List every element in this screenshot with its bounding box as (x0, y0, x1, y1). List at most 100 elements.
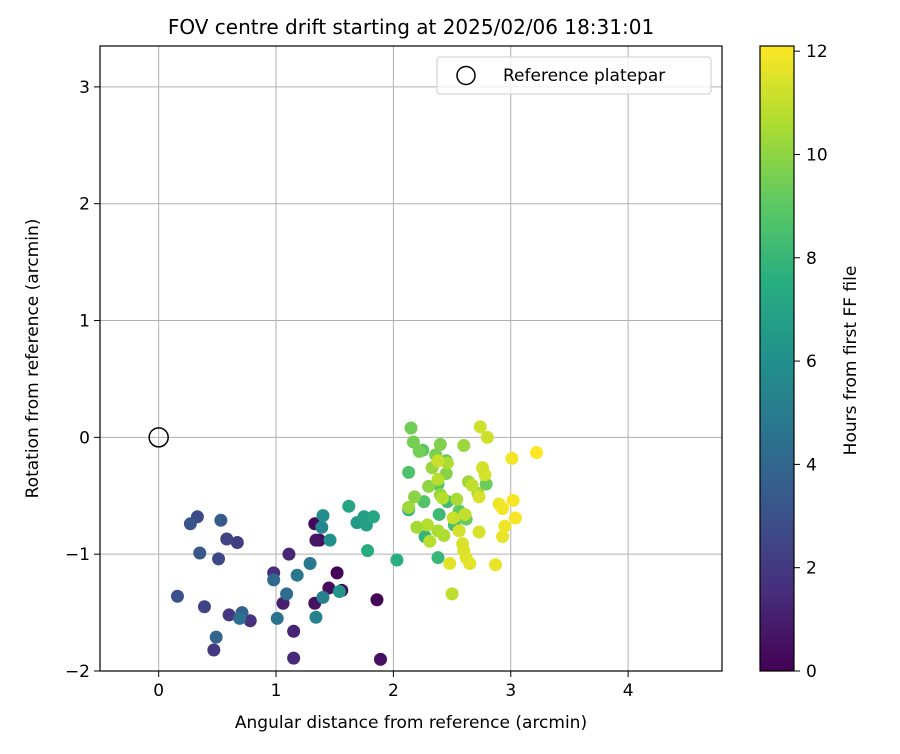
data-point-17 (230, 535, 244, 549)
y-tick-label-5: 3 (79, 78, 90, 98)
colorbar-gradient (759, 45, 795, 672)
data-point-82 (445, 587, 459, 601)
data-point-96 (443, 557, 457, 571)
data-point-65 (433, 437, 447, 451)
data-point-25 (214, 513, 228, 527)
colorbar-tick-label-2: 4 (806, 455, 817, 475)
x-tick-label-0: 0 (153, 681, 164, 701)
data-point-16 (207, 643, 221, 657)
data-point-20 (212, 552, 226, 566)
data-point-46 (390, 553, 404, 567)
data-point-32 (290, 568, 304, 582)
y-tick-label-0: −2 (65, 662, 90, 682)
data-point-71 (457, 439, 471, 453)
legend-marker-reference (456, 65, 476, 86)
data-point-39 (332, 585, 346, 599)
y-tick-label-2: 0 (79, 428, 90, 448)
data-point-68 (422, 479, 436, 493)
data-point-11 (282, 547, 296, 561)
data-point-50 (432, 507, 446, 521)
colorbar-tick-label-4: 8 (806, 249, 817, 269)
data-point-88 (480, 430, 494, 444)
colorbar-tick-label-0: 0 (806, 662, 817, 682)
data-point-24 (193, 546, 207, 560)
data-point-77 (410, 520, 424, 534)
data-point-36 (315, 520, 329, 534)
data-point-28 (267, 573, 281, 587)
data-point-106 (456, 537, 470, 551)
data-point-12 (287, 651, 301, 665)
data-point-62 (406, 435, 420, 449)
data-point-38 (323, 533, 337, 547)
data-point-35 (309, 610, 323, 624)
x-tick-label-1: 1 (271, 681, 282, 701)
data-point-27 (209, 630, 223, 644)
data-point-30 (233, 611, 247, 625)
data-point-15 (222, 608, 236, 622)
colorbar-tick-label-3: 6 (806, 352, 817, 372)
data-point-107 (452, 524, 466, 538)
data-point-19 (197, 600, 211, 614)
data-point-84 (465, 478, 479, 492)
data-point-43 (342, 499, 356, 513)
legend-box (436, 56, 712, 95)
data-point-31 (270, 611, 284, 625)
data-point-34 (316, 590, 330, 604)
data-point-6 (373, 652, 387, 666)
data-point-76 (420, 518, 434, 532)
data-point-74 (450, 492, 464, 506)
data-points (148, 420, 544, 666)
data-point-91 (472, 490, 486, 504)
x-tick-label-2: 2 (388, 681, 399, 701)
colorbar-tick-label-5: 10 (806, 145, 828, 165)
data-point-18 (220, 532, 234, 546)
data-point-53 (402, 465, 416, 479)
reference-platepar-marker (148, 427, 169, 448)
data-point-92 (472, 525, 486, 539)
grid-lines (100, 46, 722, 672)
data-point-37 (316, 509, 330, 523)
data-point-5 (370, 593, 384, 607)
data-point-102 (505, 451, 519, 465)
data-point-86 (431, 454, 445, 468)
data-point-45 (361, 544, 375, 558)
data-point-99 (498, 519, 512, 533)
y-tick-label-4: 2 (79, 195, 90, 215)
data-point-85 (446, 511, 460, 525)
chart-title: FOV centre drift starting at 2025/02/06 … (168, 15, 654, 39)
data-point-8 (309, 533, 323, 547)
y-axis-label: Rotation from reference (arcmin) (23, 219, 43, 499)
data-point-67 (408, 490, 422, 504)
data-point-61 (404, 421, 418, 435)
data-point-83 (458, 507, 472, 521)
data-point-108 (431, 472, 445, 486)
colorbar-tick-label-6: 12 (806, 42, 828, 62)
data-point-4 (322, 581, 336, 595)
data-point-1 (330, 566, 344, 580)
data-point-98 (496, 530, 510, 544)
legend-entry-reference: Reference platepar (503, 66, 665, 86)
data-point-103 (506, 493, 520, 507)
data-point-63 (412, 444, 426, 458)
data-point-78 (402, 500, 416, 514)
data-point-80 (437, 528, 451, 542)
data-point-44 (366, 510, 380, 524)
x-tick-label-3: 3 (505, 681, 516, 701)
plot-frame (99, 45, 723, 672)
data-point-10 (287, 624, 301, 638)
x-tick-label-4: 4 (623, 681, 634, 701)
y-tick-label-1: −1 (65, 545, 90, 565)
data-point-109 (436, 491, 450, 505)
colorbar-ticks: 0 2 4 6 8 10 12 (794, 42, 828, 682)
data-point-49 (431, 551, 445, 565)
data-point-23 (183, 517, 197, 531)
data-point-97 (488, 558, 502, 572)
data-point-105 (530, 446, 544, 460)
data-point-14 (243, 614, 257, 628)
legend: Reference platepar (436, 56, 712, 95)
data-point-90 (478, 468, 492, 482)
data-point-95 (463, 557, 477, 571)
axis-ticks: 0 1 2 3 4 −2 −1 0 1 2 3 (65, 78, 634, 701)
